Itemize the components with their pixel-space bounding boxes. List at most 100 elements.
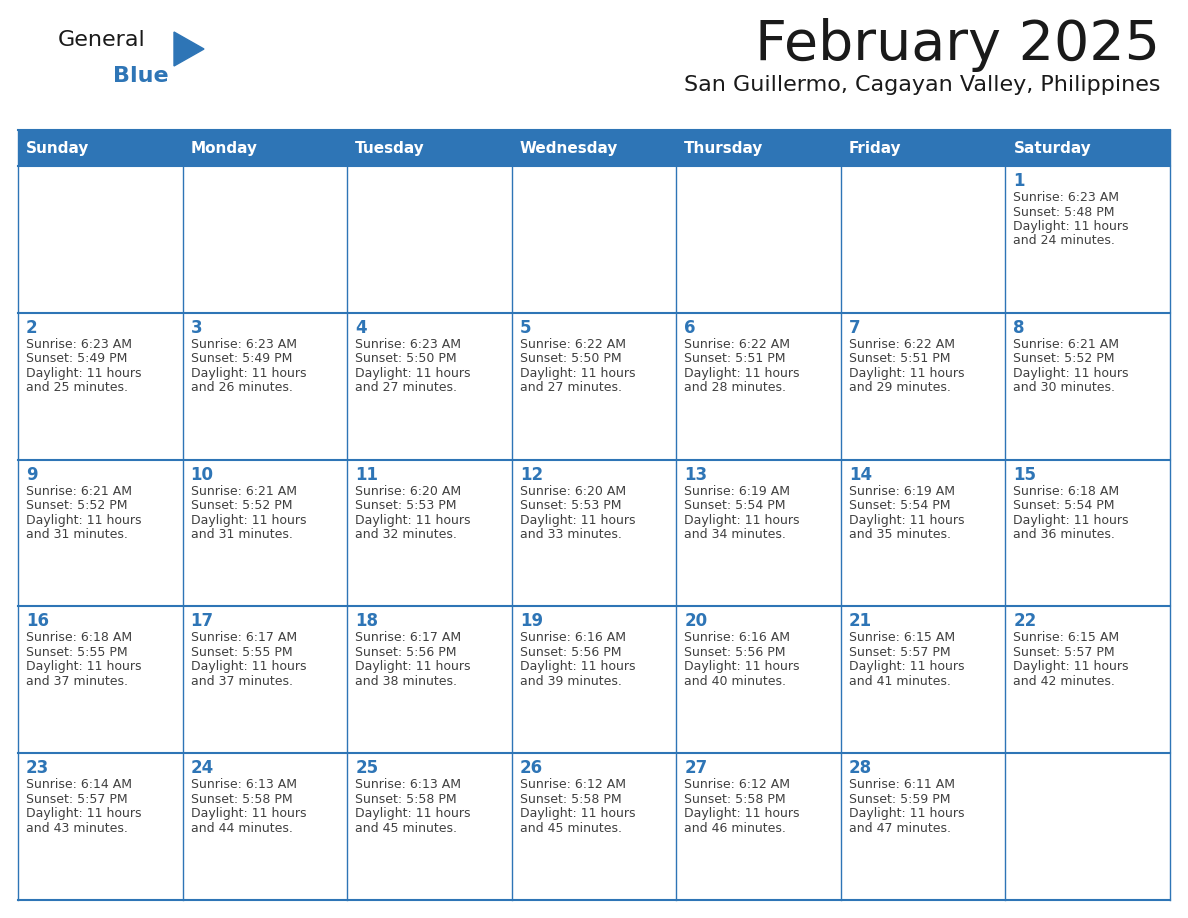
Text: Sunset: 5:58 PM: Sunset: 5:58 PM [190,793,292,806]
FancyBboxPatch shape [841,460,1005,607]
Text: 3: 3 [190,319,202,337]
Text: and 25 minutes.: and 25 minutes. [26,381,128,395]
FancyBboxPatch shape [676,753,841,900]
Text: Sunrise: 6:21 AM: Sunrise: 6:21 AM [190,485,297,498]
Text: and 30 minutes.: and 30 minutes. [1013,381,1116,395]
FancyBboxPatch shape [347,607,512,753]
Text: Blue: Blue [113,66,169,86]
Text: Sunrise: 6:20 AM: Sunrise: 6:20 AM [519,485,626,498]
Text: Sunrise: 6:23 AM: Sunrise: 6:23 AM [190,338,297,351]
Text: Daylight: 11 hours: Daylight: 11 hours [849,367,965,380]
Text: Sunset: 5:49 PM: Sunset: 5:49 PM [190,353,292,365]
Text: 10: 10 [190,465,214,484]
Text: and 24 minutes.: and 24 minutes. [1013,234,1116,248]
Text: February 2025: February 2025 [756,18,1159,72]
Text: 12: 12 [519,465,543,484]
FancyBboxPatch shape [512,166,676,313]
FancyBboxPatch shape [841,313,1005,460]
Text: Sunrise: 6:13 AM: Sunrise: 6:13 AM [190,778,297,791]
Text: Sunset: 5:54 PM: Sunset: 5:54 PM [684,499,785,512]
Text: Sunset: 5:54 PM: Sunset: 5:54 PM [849,499,950,512]
Text: 9: 9 [26,465,38,484]
Text: 22: 22 [1013,612,1037,631]
Text: 20: 20 [684,612,707,631]
Text: and 43 minutes.: and 43 minutes. [26,822,128,834]
Text: Daylight: 11 hours: Daylight: 11 hours [190,660,307,674]
FancyBboxPatch shape [841,130,1005,166]
FancyBboxPatch shape [1005,313,1170,460]
Text: Daylight: 11 hours: Daylight: 11 hours [519,367,636,380]
Text: and 44 minutes.: and 44 minutes. [190,822,292,834]
Text: Sunset: 5:51 PM: Sunset: 5:51 PM [684,353,785,365]
Text: 8: 8 [1013,319,1025,337]
FancyBboxPatch shape [347,313,512,460]
Text: Sunrise: 6:17 AM: Sunrise: 6:17 AM [190,632,297,644]
FancyBboxPatch shape [512,607,676,753]
Text: Sunset: 5:53 PM: Sunset: 5:53 PM [355,499,456,512]
Text: 24: 24 [190,759,214,778]
FancyBboxPatch shape [1005,130,1170,166]
FancyBboxPatch shape [183,460,347,607]
Text: 15: 15 [1013,465,1036,484]
Text: Sunset: 5:58 PM: Sunset: 5:58 PM [355,793,456,806]
Text: 11: 11 [355,465,378,484]
Text: and 37 minutes.: and 37 minutes. [190,675,292,688]
Text: Sunset: 5:59 PM: Sunset: 5:59 PM [849,793,950,806]
FancyBboxPatch shape [183,313,347,460]
Text: Friday: Friday [849,140,902,155]
Text: and 39 minutes.: and 39 minutes. [519,675,621,688]
FancyBboxPatch shape [841,607,1005,753]
Text: Daylight: 11 hours: Daylight: 11 hours [1013,513,1129,527]
Text: Sunrise: 6:12 AM: Sunrise: 6:12 AM [684,778,790,791]
Text: Monday: Monday [190,140,258,155]
Text: Sunset: 5:49 PM: Sunset: 5:49 PM [26,353,127,365]
Text: Sunset: 5:53 PM: Sunset: 5:53 PM [519,499,621,512]
Text: Sunset: 5:58 PM: Sunset: 5:58 PM [684,793,786,806]
Text: Daylight: 11 hours: Daylight: 11 hours [684,367,800,380]
Text: Sunset: 5:58 PM: Sunset: 5:58 PM [519,793,621,806]
Text: Daylight: 11 hours: Daylight: 11 hours [26,660,141,674]
Text: Sunset: 5:55 PM: Sunset: 5:55 PM [26,646,127,659]
Text: and 27 minutes.: and 27 minutes. [355,381,457,395]
Text: Sunset: 5:51 PM: Sunset: 5:51 PM [849,353,950,365]
Text: Sunset: 5:56 PM: Sunset: 5:56 PM [684,646,785,659]
Text: Sunset: 5:56 PM: Sunset: 5:56 PM [355,646,456,659]
Text: Sunrise: 6:19 AM: Sunrise: 6:19 AM [849,485,955,498]
Text: Sunrise: 6:19 AM: Sunrise: 6:19 AM [684,485,790,498]
FancyBboxPatch shape [512,460,676,607]
Text: 17: 17 [190,612,214,631]
Text: and 42 minutes.: and 42 minutes. [1013,675,1116,688]
Text: Daylight: 11 hours: Daylight: 11 hours [519,807,636,820]
Text: and 29 minutes.: and 29 minutes. [849,381,950,395]
FancyBboxPatch shape [183,130,347,166]
FancyBboxPatch shape [1005,607,1170,753]
Text: and 47 minutes.: and 47 minutes. [849,822,950,834]
Text: 5: 5 [519,319,531,337]
Text: Daylight: 11 hours: Daylight: 11 hours [355,807,470,820]
Text: Sunrise: 6:20 AM: Sunrise: 6:20 AM [355,485,461,498]
Text: and 33 minutes.: and 33 minutes. [519,528,621,541]
FancyBboxPatch shape [18,313,183,460]
FancyBboxPatch shape [347,753,512,900]
Text: Saturday: Saturday [1013,140,1092,155]
Text: Daylight: 11 hours: Daylight: 11 hours [849,660,965,674]
Text: Sunrise: 6:21 AM: Sunrise: 6:21 AM [26,485,132,498]
FancyBboxPatch shape [183,753,347,900]
FancyBboxPatch shape [347,460,512,607]
FancyBboxPatch shape [1005,166,1170,313]
Text: Sunrise: 6:21 AM: Sunrise: 6:21 AM [1013,338,1119,351]
Text: Daylight: 11 hours: Daylight: 11 hours [26,807,141,820]
Text: 21: 21 [849,612,872,631]
Text: Sunset: 5:48 PM: Sunset: 5:48 PM [1013,206,1114,218]
FancyBboxPatch shape [18,460,183,607]
Text: 26: 26 [519,759,543,778]
Text: Daylight: 11 hours: Daylight: 11 hours [519,513,636,527]
FancyBboxPatch shape [183,166,347,313]
Text: Sunrise: 6:15 AM: Sunrise: 6:15 AM [1013,632,1119,644]
Text: Daylight: 11 hours: Daylight: 11 hours [1013,367,1129,380]
FancyBboxPatch shape [676,460,841,607]
Text: and 38 minutes.: and 38 minutes. [355,675,457,688]
Text: Daylight: 11 hours: Daylight: 11 hours [190,807,307,820]
Text: Daylight: 11 hours: Daylight: 11 hours [684,807,800,820]
Text: Sunrise: 6:12 AM: Sunrise: 6:12 AM [519,778,626,791]
